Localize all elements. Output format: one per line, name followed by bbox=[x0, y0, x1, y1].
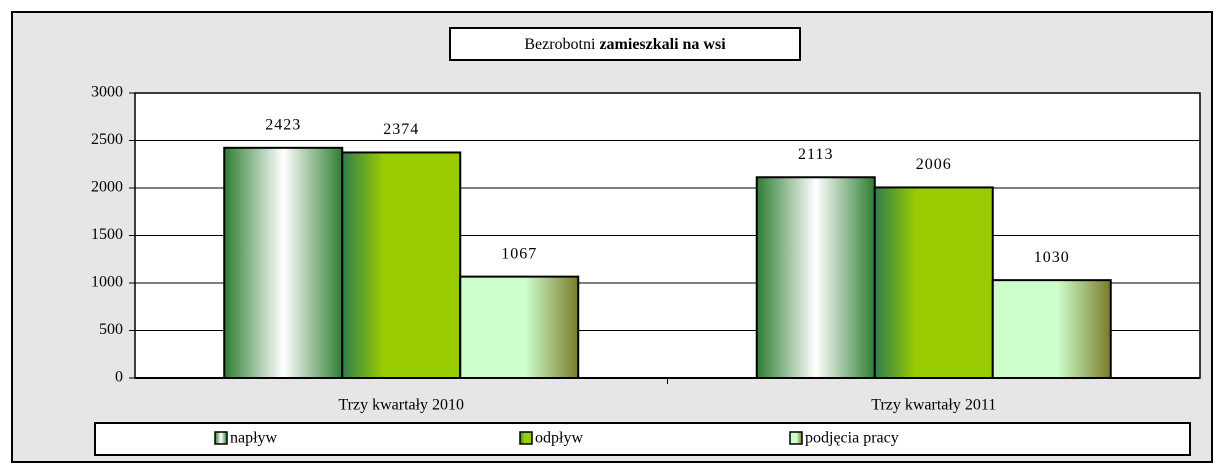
legend-box bbox=[94, 422, 1191, 456]
y-tick-label: 2000 bbox=[91, 179, 123, 196]
y-tick-label: 1500 bbox=[91, 226, 123, 243]
title-box bbox=[449, 27, 801, 61]
y-tick-label: 2500 bbox=[91, 131, 123, 148]
data-label: 1030 bbox=[1034, 249, 1070, 266]
bar bbox=[459, 275, 580, 380]
legend-swatch bbox=[214, 431, 228, 445]
data-label: 2374 bbox=[383, 121, 419, 138]
y-tick-label: 500 bbox=[99, 321, 123, 338]
legend-swatch bbox=[519, 431, 533, 445]
bar bbox=[223, 146, 344, 379]
legend-label: odpływ bbox=[535, 430, 583, 447]
title-part: Bezrobotni bbox=[524, 36, 596, 53]
y-tick-label: 1000 bbox=[91, 274, 123, 291]
legend-label: napływ bbox=[230, 430, 278, 447]
bar bbox=[341, 151, 462, 379]
data-label: 2006 bbox=[916, 156, 952, 173]
chart-title: Bezrobotni zamieszkali na wsi bbox=[524, 36, 726, 53]
data-label: 1067 bbox=[501, 245, 537, 262]
x-tick-label: Trzy kwartały 2010 bbox=[338, 397, 464, 414]
y-tick-label: 0 bbox=[115, 369, 123, 386]
legend-swatch bbox=[789, 431, 803, 445]
bar bbox=[755, 176, 876, 379]
y-tick-label: 3000 bbox=[91, 84, 123, 101]
bar bbox=[873, 186, 994, 379]
bar bbox=[991, 279, 1112, 379]
legend-label: podjęcia pracy bbox=[805, 430, 899, 447]
data-label: 2423 bbox=[265, 116, 301, 133]
title-part: zamieszkali na wsi bbox=[599, 36, 726, 53]
data-label: 2113 bbox=[798, 146, 833, 163]
x-tick-label: Trzy kwartały 2011 bbox=[871, 397, 996, 414]
